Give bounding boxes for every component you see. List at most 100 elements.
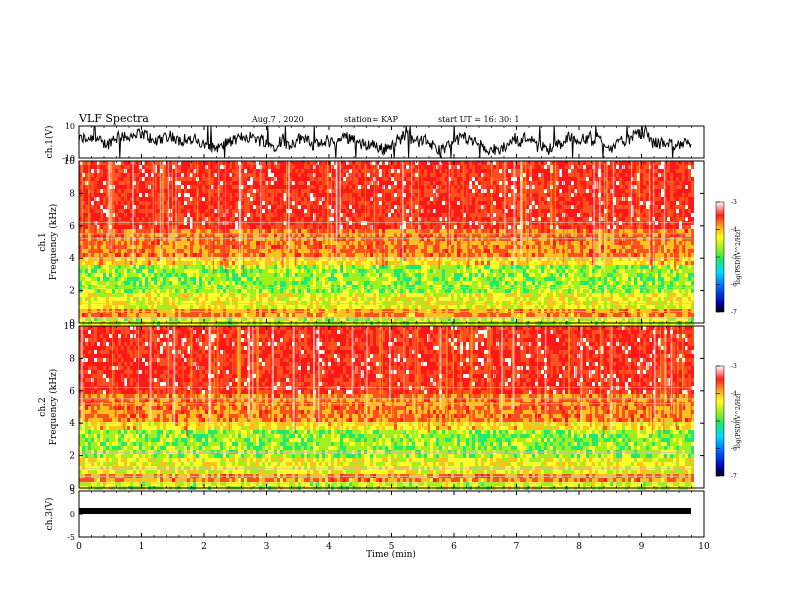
- spectrogram-cell: [241, 173, 244, 177]
- spectrogram-cell: [412, 181, 415, 185]
- spectrogram-cell: [511, 213, 514, 217]
- spectrogram-cell: [481, 177, 484, 181]
- spectrogram-cell: [169, 249, 172, 253]
- spectrogram-cell: [397, 213, 400, 217]
- spectrogram-cell: [691, 177, 694, 181]
- spectrogram-cell: [532, 241, 535, 245]
- spectrogram-cell: [559, 245, 562, 249]
- spectrogram-cell: [397, 197, 400, 201]
- spectrogram-cell: [127, 201, 130, 205]
- spectrogram-cell: [184, 189, 187, 193]
- spectrogram-cell: [136, 249, 139, 253]
- spectrogram-cell: [346, 229, 349, 233]
- spectrogram-cell: [127, 221, 130, 225]
- spectrogram-cell: [253, 177, 256, 181]
- spectrogram-cell: [283, 205, 286, 209]
- spectrogram-cell: [253, 173, 256, 177]
- spectrogram-cell: [682, 165, 685, 169]
- spectrogram-cell: [547, 209, 550, 213]
- spectrogram-cell: [79, 257, 82, 261]
- spectrogram-cell: [250, 249, 253, 253]
- spectrogram-cell: [160, 177, 163, 181]
- spectrogram-cell: [535, 229, 538, 233]
- spectrogram-cell: [685, 229, 688, 233]
- spectrogram-cell: [361, 197, 364, 201]
- spectrogram-cell: [655, 185, 658, 189]
- spectrogram-cell: [103, 205, 106, 209]
- spectrogram-cell: [163, 233, 166, 237]
- spectrogram-cell: [604, 221, 607, 225]
- spectrogram-cell: [502, 229, 505, 233]
- spectrogram-cell: [385, 229, 388, 233]
- spectrogram-cell: [565, 185, 568, 189]
- spectrogram-cell: [85, 225, 88, 229]
- spectrogram-cell: [247, 221, 250, 225]
- spectrogram-cell: [343, 161, 346, 165]
- spectrogram-cell: [511, 253, 514, 257]
- spectrogram-cell: [385, 193, 388, 197]
- spectrogram-cell: [286, 169, 289, 173]
- spectrogram-cell: [283, 257, 286, 261]
- spectrogram-cell: [337, 249, 340, 253]
- spectrogram-cell: [190, 201, 193, 205]
- spectrogram-cell: [385, 197, 388, 201]
- spectrogram-cell: [163, 169, 166, 173]
- spectrogram-cell: [100, 241, 103, 245]
- spectrogram-cell: [475, 177, 478, 181]
- spectrogram-cell: [544, 197, 547, 201]
- spectrogram-cell: [613, 241, 616, 245]
- spectrogram-cell: [661, 181, 664, 185]
- spectrogram-cell: [136, 241, 139, 245]
- spectrogram-cell: [127, 249, 130, 253]
- spectrogram-cell: [679, 205, 682, 209]
- spectrogram-cell: [235, 197, 238, 201]
- spectrogram-cell: [292, 209, 295, 213]
- spectrogram-cell: [214, 177, 217, 181]
- spectrogram-cell: [394, 161, 397, 165]
- spectrogram-cell: [136, 185, 139, 189]
- spectrogram-cell: [613, 209, 616, 213]
- spectrogram-cell: [154, 257, 157, 261]
- spectrogram-cell: [679, 213, 682, 217]
- spectrogram-cell: [388, 185, 391, 189]
- spectrogram-cell: [91, 205, 94, 209]
- spectrogram-cell: [670, 193, 673, 197]
- spectrogram-cell: [499, 181, 502, 185]
- spectrogram-cell: [112, 257, 115, 261]
- spectrogram-cell: [691, 165, 694, 169]
- spectrogram-cell: [133, 201, 136, 205]
- spectrogram-cell: [229, 245, 232, 249]
- spectrogram-cell: [577, 197, 580, 201]
- spectrogram-cell: [307, 245, 310, 249]
- spectrogram-cell: [190, 165, 193, 169]
- spectrogram-cell: [91, 201, 94, 205]
- spectrogram-cell: [352, 193, 355, 197]
- spectrogram-cell: [274, 253, 277, 257]
- spectrogram-cell: [184, 209, 187, 213]
- spectrogram-cell: [616, 169, 619, 173]
- spectrogram-cell: [514, 201, 517, 205]
- spectrogram-cell: [391, 189, 394, 193]
- spectrogram-cell: [394, 225, 397, 229]
- spectrogram-cell: [340, 229, 343, 233]
- spectrogram-cell: [250, 201, 253, 205]
- spectrogram-cell: [682, 241, 685, 245]
- spectrogram-cell: [403, 213, 406, 217]
- spectrogram-cell: [403, 225, 406, 229]
- spectrogram-cell: [556, 161, 559, 165]
- spectrogram-cell: [463, 241, 466, 245]
- spectrogram-cell: [445, 205, 448, 209]
- spectrogram-cell: [394, 241, 397, 245]
- spectrogram-cell: [295, 161, 298, 165]
- spectrogram-cell: [481, 245, 484, 249]
- spectrogram-cell: [139, 217, 142, 221]
- spectrogram-cell: [379, 205, 382, 209]
- spectrogram-cell: [646, 189, 649, 193]
- spectrogram-cell: [115, 209, 118, 213]
- spectrogram-cell: [262, 169, 265, 173]
- spectrogram-cell: [184, 245, 187, 249]
- spectrogram-cell: [328, 217, 331, 221]
- spectrogram-cell: [142, 173, 145, 177]
- spectrogram-cell: [127, 253, 130, 257]
- spectrogram-cell: [184, 253, 187, 257]
